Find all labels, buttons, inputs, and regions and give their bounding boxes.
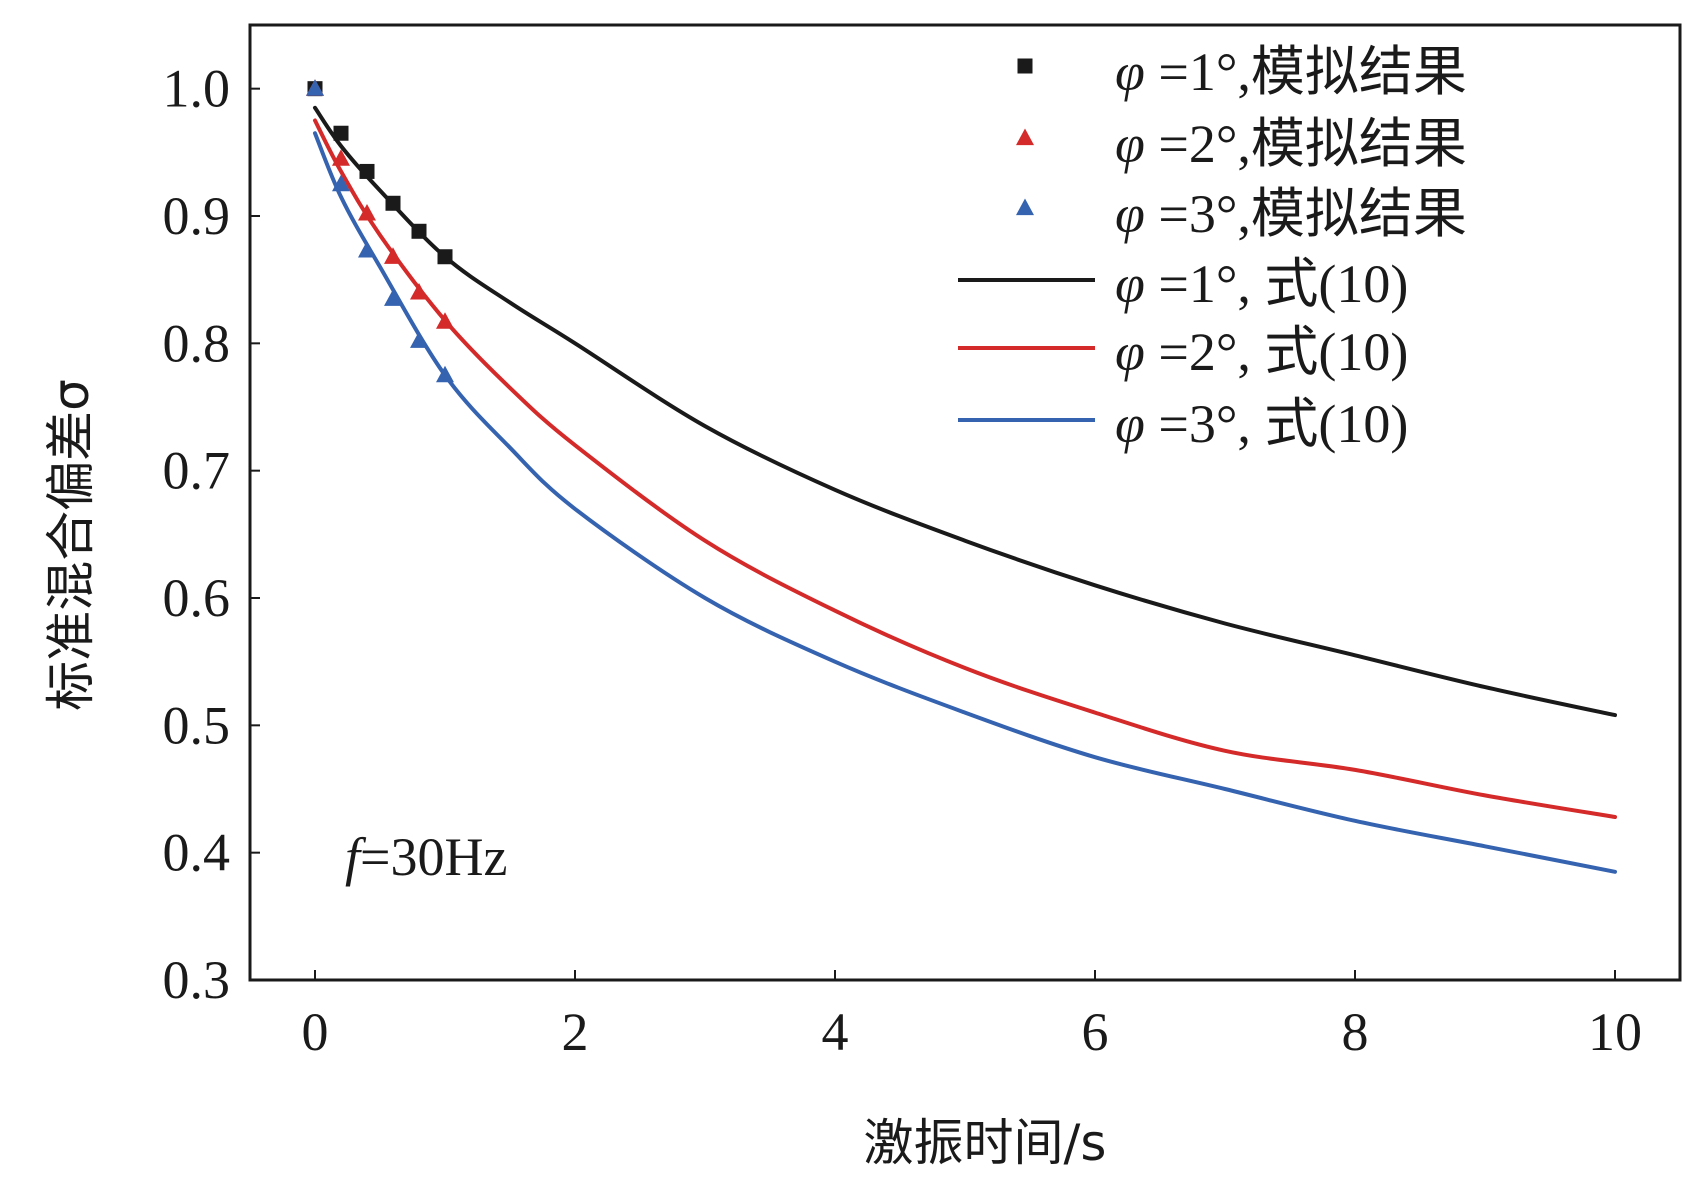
x-tick-label: 4	[822, 1002, 849, 1062]
y-axis-title: 标准混合偏差σ	[42, 379, 100, 711]
sim-point-0	[411, 223, 427, 239]
legend-marker-swatch	[1016, 128, 1034, 146]
legend-text: =1°, 式(10)	[1145, 254, 1409, 314]
frequency-annotation: f=30Hz	[345, 827, 507, 887]
legend-symbol: φ	[1115, 114, 1145, 174]
legend-text: =1°,模拟结果	[1145, 42, 1467, 102]
y-axis: 0.3 0.4 0.5 0.6 0.7 0.8 0.9 1.0	[163, 59, 260, 1010]
sim-point-0	[333, 125, 349, 141]
legend-label: φ =3°, 式(10)	[1115, 394, 1408, 454]
annotation-text: =30Hz	[360, 827, 507, 887]
legend-label: φ =1°,模拟结果	[1115, 42, 1467, 102]
sim-point-2	[306, 79, 324, 96]
legend-text: =3°, 式(10)	[1145, 394, 1409, 454]
plot-frame	[248, 23, 1682, 982]
simulation-markers	[306, 79, 454, 383]
legend-label: φ =2°,模拟结果	[1115, 114, 1467, 174]
sim-point-2	[332, 174, 350, 192]
y-tick-label: 0.6	[163, 568, 231, 628]
y-tick-label: 0.3	[163, 950, 231, 1010]
legend-symbol: φ	[1115, 184, 1145, 244]
sim-point-1	[332, 149, 350, 166]
legend-symbol: φ	[1115, 42, 1145, 102]
x-tick-label: 6	[1082, 1002, 1109, 1062]
y-tick-label: 0.4	[163, 823, 231, 883]
sim-point-1	[436, 312, 454, 329]
legend-label: φ =2°, 式(10)	[1115, 322, 1408, 382]
legend-symbol: φ	[1115, 254, 1145, 314]
x-axis-title: 激振时间/s	[864, 1114, 1107, 1172]
sim-point-2	[436, 365, 454, 383]
y-tick-label: 0.5	[163, 695, 231, 755]
sim-point-2	[384, 289, 402, 306]
legend-label: φ =1°, 式(10)	[1115, 254, 1408, 314]
sim-point-0	[385, 195, 401, 211]
legend-marker-swatch	[1016, 198, 1034, 216]
x-tick-label: 10	[1588, 1002, 1642, 1062]
legend-marker-swatch	[1017, 58, 1033, 74]
legend-text: =2°, 式(10)	[1145, 322, 1409, 382]
y-tick-label: 1.0	[163, 59, 231, 119]
legend-label: φ =3°,模拟结果	[1115, 184, 1467, 244]
y-tick-label: 0.8	[163, 313, 231, 373]
legend-text: =3°,模拟结果	[1145, 184, 1467, 244]
x-axis: 0 2 4 6 8 10	[302, 970, 1642, 1062]
legend-symbol: φ	[1115, 394, 1145, 454]
legend-text: =2°,模拟结果	[1145, 114, 1467, 174]
x-tick-label: 8	[1342, 1002, 1369, 1062]
sim-point-1	[384, 247, 402, 264]
sim-point-2	[410, 331, 428, 348]
sim-point-0	[437, 249, 453, 265]
fit-curve-5	[313, 131, 1617, 874]
sim-point-1	[410, 282, 428, 300]
x-tick-label: 2	[562, 1002, 589, 1062]
sim-point-2	[358, 240, 376, 258]
sim-point-1	[358, 204, 376, 221]
y-tick-label: 0.9	[163, 186, 231, 246]
x-tick-label: 0	[302, 1002, 329, 1062]
legend-symbol: φ	[1115, 322, 1145, 382]
y-tick-label: 0.7	[163, 441, 231, 501]
sim-point-0	[359, 163, 375, 179]
